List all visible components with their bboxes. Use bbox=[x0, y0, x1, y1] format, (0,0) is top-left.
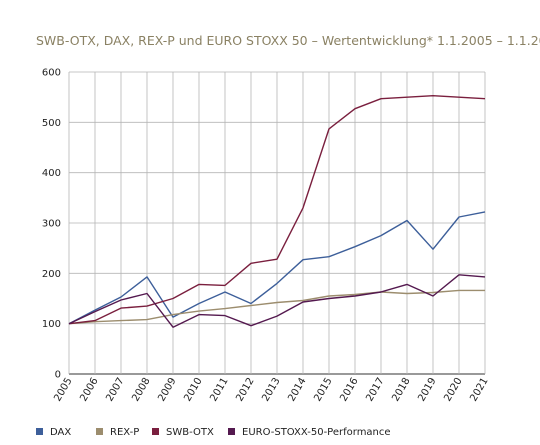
legend-swatch bbox=[96, 428, 103, 435]
x-tick-label: 2017 bbox=[364, 376, 386, 404]
x-tick-label: 2006 bbox=[78, 376, 100, 404]
y-tick-label: 100 bbox=[42, 319, 61, 330]
y-tick-label: 600 bbox=[42, 68, 61, 79]
x-tick-label: 2007 bbox=[104, 376, 126, 404]
x-tick-label: 2012 bbox=[234, 376, 256, 404]
x-tick-label: 2018 bbox=[390, 376, 412, 404]
x-tick-label: 2016 bbox=[338, 376, 360, 404]
legend-swatch bbox=[36, 428, 43, 435]
y-tick-label: 500 bbox=[42, 118, 61, 129]
legend-swatch bbox=[152, 428, 159, 435]
x-tick-label: 2021 bbox=[468, 376, 490, 404]
x-tick-label: 2015 bbox=[312, 376, 334, 404]
series-line bbox=[68, 274, 486, 328]
legend-label: DAX bbox=[50, 427, 71, 438]
legend-label: SWB-OTX bbox=[166, 427, 214, 438]
series-line bbox=[68, 211, 486, 325]
series-line bbox=[68, 289, 485, 325]
legend-swatch bbox=[228, 428, 235, 435]
x-tick-label: 2020 bbox=[442, 376, 464, 404]
series-line bbox=[68, 94, 486, 325]
x-tick-label: 2009 bbox=[156, 376, 178, 404]
x-tick-label: 2011 bbox=[208, 376, 230, 404]
y-tick-label: 0 bbox=[55, 370, 61, 381]
x-tick-label: 2010 bbox=[182, 376, 204, 404]
y-tick-label: 300 bbox=[42, 219, 61, 230]
x-tick-label: 2014 bbox=[286, 376, 308, 404]
y-tick-label: 400 bbox=[42, 168, 61, 179]
chart-title: SWB-OTX, DAX, REX-P und EURO STOXX 50 – … bbox=[36, 33, 540, 48]
legend-label: EURO-STOXX-50-Performance bbox=[242, 427, 391, 438]
x-tick-label: 2013 bbox=[260, 376, 282, 404]
x-tick-label: 2019 bbox=[416, 376, 438, 404]
y-tick-label: 200 bbox=[42, 269, 61, 280]
x-tick-label: 2008 bbox=[130, 376, 152, 404]
legend-label: REX-P bbox=[110, 427, 139, 438]
